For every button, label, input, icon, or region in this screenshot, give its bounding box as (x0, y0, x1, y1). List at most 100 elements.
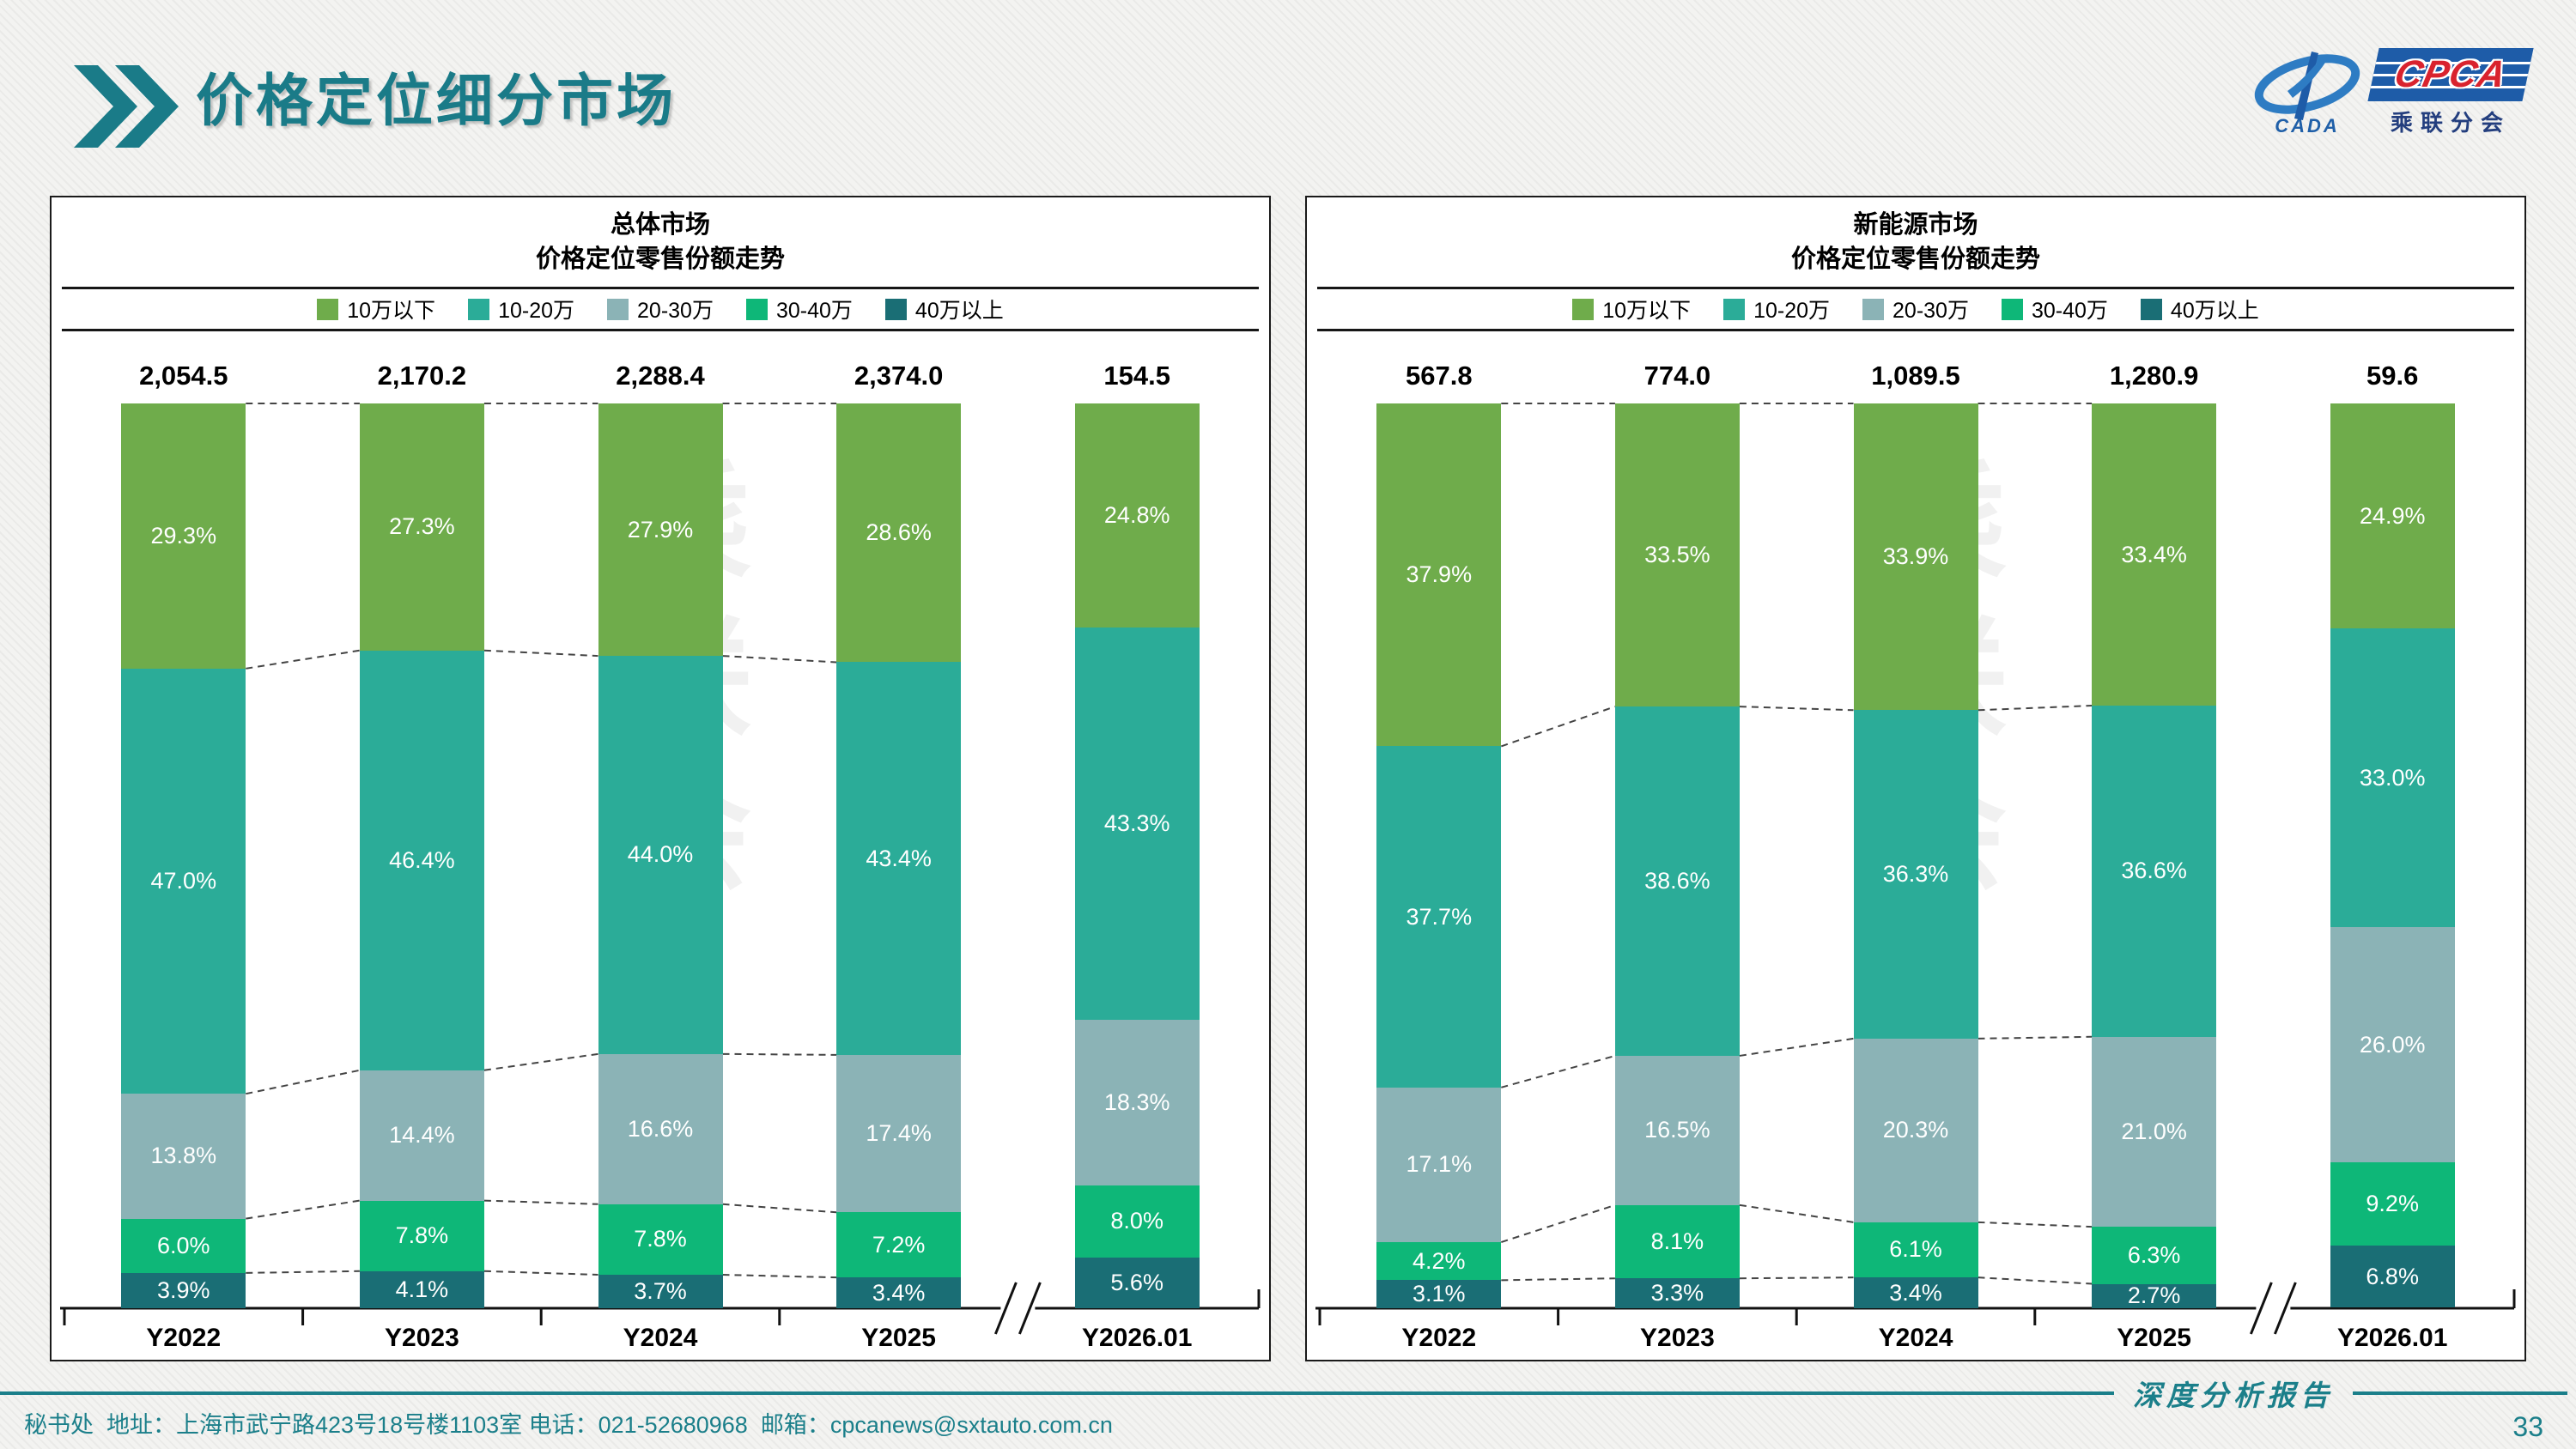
segment-value-label: 44.0% (627, 841, 694, 868)
bar-segment-10万以下: 33.4% (2092, 403, 2217, 706)
bar-segment-10-20万: 36.6% (2092, 706, 2217, 1037)
cpca-logo: CADA CPCA 乘联分会 (2251, 48, 2534, 137)
bar-segment-40万以上: 3.3% (1614, 1278, 1740, 1308)
chart-title-line1: 总体市场 (610, 211, 710, 239)
x-axis-label: Y2025 (861, 1324, 936, 1352)
segment-value-label: 3.4% (872, 1279, 926, 1306)
chart-legend: 10万以下 10-20万 20-30万 30-40万 40万以上 (1307, 289, 2524, 329)
segment-value-label: 24.8% (1103, 502, 1170, 529)
legend-swatch-icon (468, 298, 490, 320)
stacked-bar-Y2023: 27.3% 46.4% 14.4% 7.8% 4.1% (359, 403, 484, 1308)
bar-total-label: 2,170.2 (377, 361, 467, 391)
cada-logo: CADA (2251, 48, 2363, 137)
chart-panel-overall-market: 乘联会 总体市场 价格定位零售份额走势 10万以下10-20万20-30万30-… (50, 196, 1271, 1361)
segment-value-label: 18.3% (1103, 1088, 1170, 1115)
bar-segment-20-30万: 14.4% (359, 1070, 484, 1201)
stacked-bar-Y2023: 33.5% 38.6% 16.5% 8.1% 3.3% (1614, 403, 1740, 1308)
footer-line-left (0, 1391, 2114, 1395)
bar-segment-40万以上: 5.6% (1074, 1257, 1200, 1308)
legend-label: 10-20万 (498, 299, 575, 323)
legend-swatch-icon (2001, 298, 2023, 320)
segment-value-label: 26.0% (2359, 1031, 2426, 1058)
stacked-bar-Y2024: 33.9% 36.3% 20.3% 6.1% 3.4% (1853, 403, 1978, 1308)
divider-line (1317, 329, 2514, 331)
segment-value-label: 16.5% (1644, 1117, 1710, 1143)
bar-segment-10-20万: 46.4% (359, 650, 484, 1070)
divider-line (62, 287, 1259, 289)
segment-value-label: 4.2% (1413, 1247, 1466, 1274)
x-axis-label: Y2026.01 (1081, 1324, 1193, 1352)
footer-contact-info: 秘书处 地址：上海市武宁路423号18号楼1103室 电话：021-526809… (24, 1412, 1113, 1438)
bar-total-label: 154.5 (1103, 361, 1170, 391)
chart-title-line1: 新能源市场 (1853, 211, 1978, 239)
bar-segment-10-20万: 37.7% (1376, 746, 1502, 1088)
bar-segment-40万以上: 3.1% (1376, 1280, 1502, 1308)
plot-area-nev: 37.9% 37.7% 17.1% 4.2% 3.1% 567.8 Y2022 33.5% 38… (1307, 331, 2524, 1360)
bar-segment-40万以上: 2.7% (2092, 1282, 2217, 1308)
x-axis-label: Y2025 (2117, 1324, 2191, 1352)
segment-value-label: 14.4% (389, 1122, 455, 1149)
bar-segment-30-40万: 6.1% (1853, 1222, 1978, 1278)
segment-value-label: 43.4% (866, 845, 932, 871)
segment-value-label: 47.0% (150, 868, 217, 894)
bar-segment-10-20万: 44.0% (598, 656, 723, 1054)
segment-value-label: 27.3% (389, 513, 455, 540)
bar-segment-10万以下: 33.9% (1853, 403, 1978, 711)
segment-value-label: 13.8% (150, 1143, 217, 1169)
bar-segment-10万以下: 24.8% (1074, 403, 1200, 628)
legend-item: 30-40万 (2001, 294, 2108, 324)
stacked-bar-Y2025: 33.4% 36.6% 21.0% 6.3% 2.7% (2092, 403, 2217, 1308)
segment-value-label: 27.9% (627, 516, 694, 543)
x-axis-label: Y2024 (623, 1324, 698, 1352)
segment-value-label: 7.2% (872, 1231, 926, 1258)
cada-logo-text: CADA (2275, 115, 2340, 136)
segment-value-label: 8.1% (1650, 1228, 1704, 1254)
legend-item: 10-20万 (1723, 294, 1830, 324)
segment-value-label: 16.6% (627, 1115, 694, 1142)
legend-label: 30-40万 (2031, 299, 2108, 323)
legend-label: 10万以下 (347, 299, 436, 323)
cpca-logo-block: CPCA 乘联分会 (2367, 48, 2534, 137)
legend-item: 10-20万 (468, 294, 574, 324)
legend-label: 20-30万 (1893, 299, 1969, 323)
bar-segment-10万以下: 28.6% (836, 403, 962, 663)
footer-line-right (2353, 1391, 2567, 1395)
x-axis-label: Y2023 (385, 1324, 459, 1352)
legend-item: 20-30万 (1862, 294, 1969, 324)
bar-segment-30-40万: 6.0% (121, 1218, 246, 1273)
bar-segment-10万以下: 29.3% (121, 403, 246, 669)
legend-swatch-icon (317, 298, 339, 320)
segment-value-label: 43.3% (1103, 810, 1170, 837)
bar-total-label: 1,280.9 (2109, 361, 2199, 391)
double-chevron-icon (74, 65, 179, 148)
legend-swatch-icon (884, 298, 907, 320)
bar-segment-20-30万: 21.0% (2092, 1036, 2217, 1228)
bar-segment-20-30万: 16.5% (1614, 1055, 1740, 1205)
bar-segment-20-30万: 26.0% (2330, 927, 2455, 1163)
bar-segment-10-20万: 33.0% (2330, 628, 2455, 928)
cpca-logo-subtitle: 乘联分会 (2390, 110, 2511, 136)
bar-segment-10万以下: 37.9% (1376, 403, 1502, 747)
legend-swatch-icon (1572, 298, 1595, 320)
legend-item: 40万以上 (2140, 294, 2259, 324)
segment-value-label: 33.4% (2121, 541, 2187, 567)
bar-segment-10-20万: 36.3% (1853, 710, 1978, 1039)
segment-value-label: 3.7% (634, 1277, 687, 1304)
stacked-bar-Y2026.01: 24.8% 43.3% 18.3% 8.0% 5.6% (1074, 403, 1200, 1308)
segment-value-label: 20.3% (1882, 1117, 1949, 1143)
page-title: 价格定位细分市场 (196, 69, 677, 132)
segment-value-label: 33.5% (1644, 542, 1710, 568)
chart-title: 新能源市场 价格定位零售份额走势 (1307, 197, 2524, 287)
legend-item: 10万以下 (1572, 294, 1691, 324)
footer-rule: 深度分析报告 (0, 1380, 2576, 1412)
bar-segment-40万以上: 3.9% (121, 1272, 246, 1308)
segment-value-label: 6.0% (157, 1232, 210, 1258)
bar-segment-20-30万: 17.4% (836, 1054, 962, 1213)
axis-and-connector-lines (1315, 403, 2516, 1335)
legend-label: 30-40万 (775, 299, 853, 323)
bar-total-label: 2,374.0 (854, 361, 944, 391)
bar-total-label: 567.8 (1406, 361, 1473, 391)
legend-swatch-icon (607, 298, 629, 320)
segment-value-label: 9.2% (2366, 1191, 2419, 1217)
